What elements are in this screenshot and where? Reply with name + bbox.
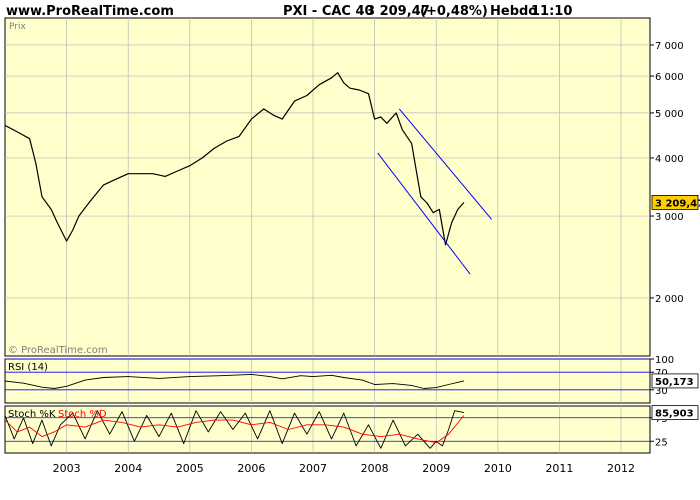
stoch-d-line xyxy=(4,415,465,444)
change-percent: (+0,48%) xyxy=(420,4,488,19)
x-tick-label: 2007 xyxy=(299,462,327,475)
x-tick-label: 2003 xyxy=(53,462,81,475)
x-tick-label: 2010 xyxy=(484,462,512,475)
grid-layer xyxy=(5,18,650,453)
series-layer xyxy=(4,72,493,449)
x-tick-label: 2004 xyxy=(114,462,142,475)
y-tick-label: 30 xyxy=(655,386,668,397)
y-tick-label: 2 000 xyxy=(655,294,684,305)
y-tick-label: 25 xyxy=(655,437,668,448)
last-value-tag xyxy=(651,405,699,421)
stoch-k-legend: Stoch %K xyxy=(8,409,56,420)
last-value-label: 3 209,47 xyxy=(655,198,700,209)
y-tick-label: 7 000 xyxy=(655,41,684,52)
x-tick-label: 2012 xyxy=(607,462,635,475)
y-tick-label: 5 000 xyxy=(655,109,684,120)
rsi-panel xyxy=(4,358,651,404)
x-tick-label: 2009 xyxy=(422,462,450,475)
y-tick-label: 4 000 xyxy=(655,154,684,165)
trend-channel-line xyxy=(377,152,471,275)
period-label: Hebdo xyxy=(490,4,537,19)
price-panel xyxy=(4,17,651,357)
x-tick-label: 2006 xyxy=(237,462,265,475)
last-value-label: 85,903 xyxy=(655,409,694,420)
trend-channel-line xyxy=(398,108,493,220)
y-tick-label: 3 000 xyxy=(655,212,684,223)
stoch-d-legend: Stoch %D xyxy=(58,409,107,420)
price-line xyxy=(4,72,465,246)
last-value-tag xyxy=(651,195,699,210)
last-value-tag xyxy=(651,373,699,389)
y-tick-label: 100 xyxy=(655,355,674,366)
x-tick-label: 2005 xyxy=(176,462,204,475)
site-title[interactable]: www.ProRealTime.com xyxy=(6,4,174,19)
price-panel-label: Prix xyxy=(9,22,26,32)
x-tick-label: 2011 xyxy=(545,462,573,475)
watermark: © ProRealTime.com xyxy=(8,345,108,356)
time-label: 11:10 xyxy=(531,4,572,19)
rsi-line xyxy=(4,373,465,389)
y-tick-label: 6 000 xyxy=(655,72,684,83)
x-tick-label: 2008 xyxy=(361,462,389,475)
instrument-name: PXI - CAC 40 xyxy=(283,4,374,19)
axis-layer: 2003 2004 2005 2006 2007 2008 2009 2010 2011 2012… xyxy=(53,41,700,475)
last-value-header: 3 209,47 xyxy=(366,4,430,19)
last-value-label: 50,173 xyxy=(655,377,694,388)
rsi-panel-label: RSI (14) xyxy=(8,362,48,373)
